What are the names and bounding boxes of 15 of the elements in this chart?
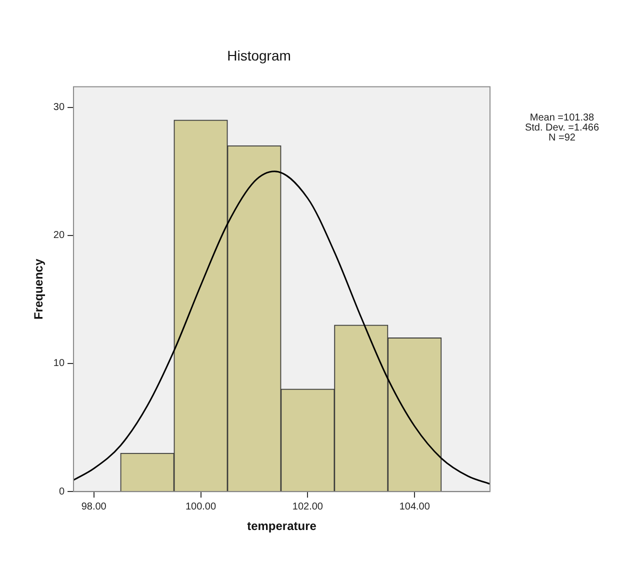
x-tick-label: 100.00 <box>185 501 216 512</box>
y-tick-label: 30 <box>53 102 65 114</box>
text: Std. Dev. =1.466 <box>524 122 600 134</box>
chart-title: Histogram <box>227 47 291 64</box>
x-tick-label: 102.00 <box>292 501 324 512</box>
y-tick-label: 20 <box>53 230 65 242</box>
line-series <box>74 170 490 485</box>
text: Mean =101.38 <box>530 112 595 124</box>
text: N =92 <box>548 132 576 144</box>
x-axis-title: temperature <box>247 519 317 534</box>
y-tick-label: 0 <box>58 486 65 498</box>
x-tick-label: 98.00 <box>81 501 107 512</box>
y-axis-title: Frequency <box>32 258 46 320</box>
y-tick-label: 10 <box>53 358 65 370</box>
x-tick-label: 104.00 <box>399 501 430 512</box>
